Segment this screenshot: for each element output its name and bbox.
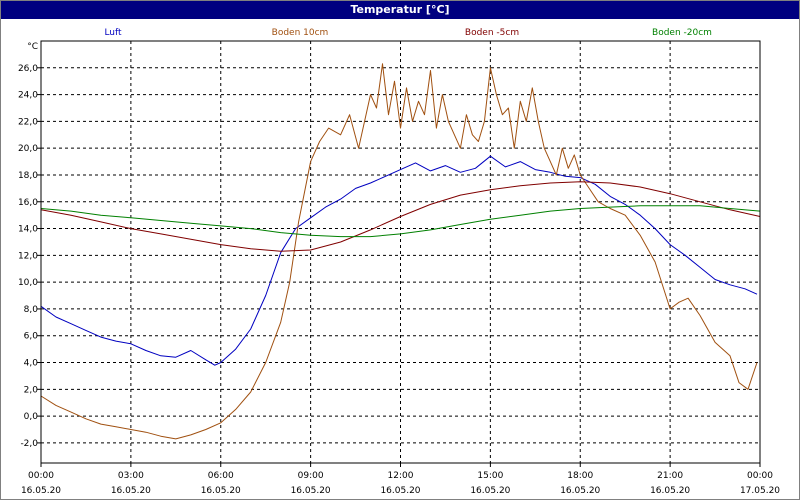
x-tick-date: 16.05.20 [291, 486, 331, 496]
x-tick-time: 12:00 [388, 471, 414, 481]
x-tick-date: 16.05.20 [470, 486, 510, 496]
x-tick-date: 17.05.20 [740, 486, 780, 496]
x-tick-time: 09:00 [298, 471, 324, 481]
window-title: Temperatur [°C] [1, 1, 799, 19]
y-tick-label: 0,0 [24, 412, 39, 422]
y-tick-label: 8,0 [24, 305, 39, 315]
series-lines [40, 63, 761, 440]
series-line-boden-10cm [40, 63, 758, 440]
x-tick-time: 00:00 [747, 471, 773, 481]
legend-item: Boden -5cm [465, 28, 519, 38]
x-tick-time: 06:00 [208, 471, 234, 481]
y-tick-label: 12,0 [18, 251, 38, 261]
legend-item: Boden -20cm [652, 28, 712, 38]
plot-border [40, 40, 761, 464]
x-tick-date: 16.05.20 [21, 486, 61, 496]
y-tick-label: 24,0 [18, 91, 38, 101]
y-tick-label: 18,0 [18, 171, 38, 181]
x-tick-date: 16.05.20 [380, 486, 420, 496]
y-tick-label: 4,0 [24, 359, 39, 369]
temperature-chart: 26,0 24,0 22,0 20,0 18,0 16,0 14,0 12,0 10,0 8,0 6… [18, 28, 780, 496]
y-tick-label: 20,0 [18, 144, 38, 154]
axis-ticks: 26,0 24,0 22,0 20,0 18,0 16,0 14,0 12,0 10,0 8,0 6… [18, 64, 780, 496]
y-tick-label: -2,0 [20, 439, 38, 449]
x-tick-date: 16.05.20 [111, 486, 151, 496]
x-tick-date: 16.05.20 [650, 486, 690, 496]
y-tick-label: 22,0 [18, 117, 38, 127]
x-tick-time: 21:00 [657, 471, 683, 481]
x-tick-date: 16.05.20 [201, 486, 241, 496]
y-tick-label: 6,0 [24, 332, 39, 342]
x-tick-time: 15:00 [477, 471, 503, 481]
y-tick-label: 16,0 [18, 198, 38, 208]
y-axis-unit: °C [27, 42, 38, 52]
x-tick-time: 03:00 [118, 471, 144, 481]
legend-item: Boden 10cm [272, 28, 329, 38]
legend-item: Luft [104, 28, 122, 38]
x-tick-time: 00:00 [28, 471, 54, 481]
y-tick-label: 10,0 [18, 278, 38, 288]
x-tick-time: 18:00 [567, 471, 593, 481]
legend: Luft Boden 10cm Boden -5cm Boden -20cm [104, 28, 712, 38]
grid [41, 41, 760, 463]
series-line-luft [40, 155, 758, 366]
y-tick-label: 26,0 [18, 64, 38, 74]
series-line-boden-20cm [40, 205, 761, 238]
y-tick-label: 2,0 [24, 385, 39, 395]
x-tick-date: 16.05.20 [560, 486, 600, 496]
series-line-boden-5cm [40, 181, 761, 252]
y-tick-label: 14,0 [18, 225, 38, 235]
